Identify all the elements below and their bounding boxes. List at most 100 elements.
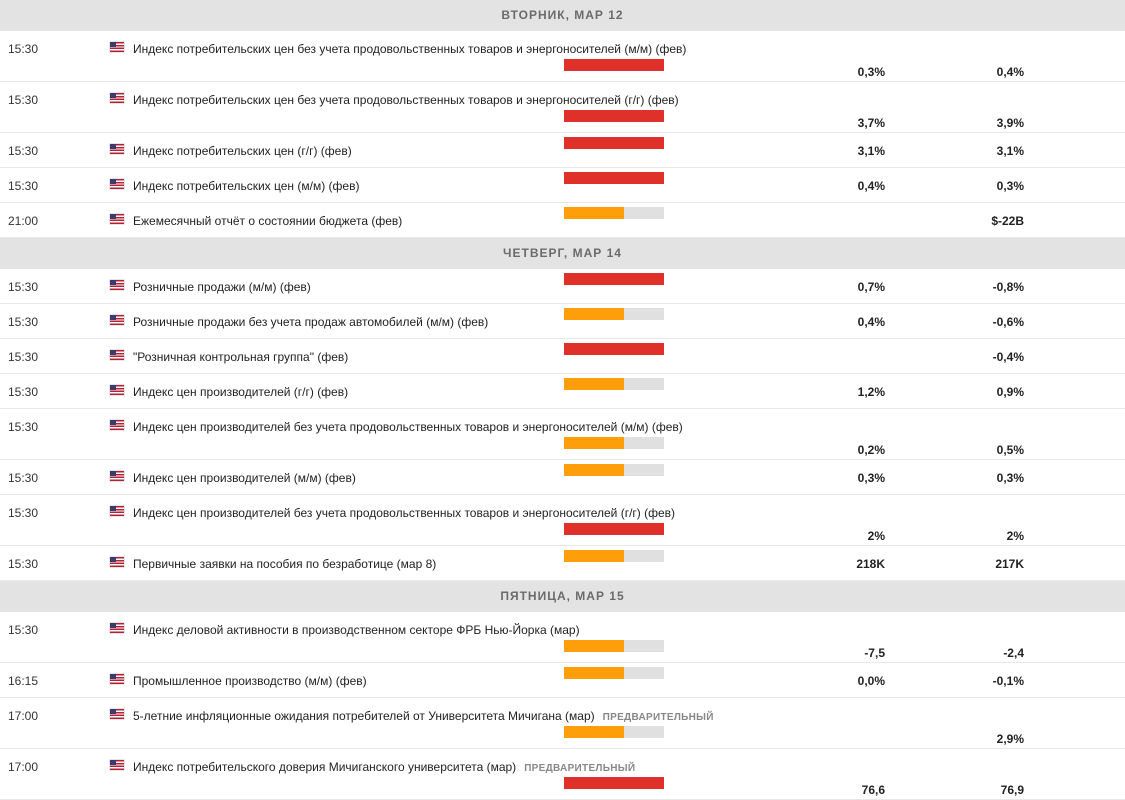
importance-fill bbox=[564, 207, 624, 219]
event-row[interactable]: 17:00 5-летние инфляционные ожидания потр… bbox=[0, 698, 1125, 749]
event-title[interactable]: Первичные заявки на пособия по безработи… bbox=[133, 557, 436, 571]
event-title-text[interactable]: Индекс потребительского доверия Мичиганс… bbox=[133, 760, 517, 774]
event-title-text[interactable]: Индекс деловой активности в производстве… bbox=[133, 623, 580, 637]
preliminary-badge: ПРЕДВАРИТЕЛЬНЫЙ bbox=[602, 712, 714, 723]
importance-bar bbox=[564, 523, 664, 535]
event-row[interactable]: 15:30 Индекс цен производителей без учета… bbox=[0, 495, 1125, 546]
event-title-text[interactable]: Индекс цен производителей (г/г) (фев) bbox=[133, 385, 349, 399]
forecast-value: 0,4% bbox=[996, 65, 1024, 79]
day-header: ЧЕТВЕРГ, МАР 14 bbox=[0, 238, 1125, 269]
event-title[interactable]: Индекс потребительских цен без учета про… bbox=[133, 42, 686, 56]
event-row[interactable]: 15:30 Индекс цен производителей без учета… bbox=[0, 409, 1125, 460]
actual-value: 0,4% bbox=[857, 179, 885, 193]
event-row[interactable]: 15:30 Индекс потребительских цен (г/г) (ф… bbox=[0, 133, 1125, 168]
us-flag-icon bbox=[110, 674, 124, 684]
importance-bar bbox=[564, 437, 664, 449]
forecast-value: 76,9 bbox=[1000, 783, 1024, 797]
event-title-text[interactable]: Индекс цен производителей без учета прод… bbox=[133, 506, 676, 520]
forecast-value: 0,9% bbox=[996, 385, 1024, 399]
actual-value: -7,5 bbox=[864, 646, 885, 660]
us-flag-icon bbox=[110, 42, 124, 52]
event-title-text[interactable]: 5-летние инфляционные ожидания потребите… bbox=[133, 709, 595, 723]
forecast-value: 2,9% bbox=[996, 732, 1024, 746]
event-row[interactable]: 15:30 "Розничная контрольная группа" (фев… bbox=[0, 339, 1125, 374]
event-time: 17:00 bbox=[8, 709, 39, 723]
event-title[interactable]: Индекс потребительских цен (м/м) (фев) bbox=[133, 179, 359, 193]
importance-fill bbox=[564, 273, 664, 285]
actual-value: 3,1% bbox=[857, 144, 885, 158]
importance-fill bbox=[564, 308, 624, 320]
event-row[interactable]: 15:30 Индекс потребительских цен (м/м) (ф… bbox=[0, 168, 1125, 203]
event-time: 16:15 bbox=[8, 674, 39, 688]
event-row[interactable]: 15:30 Розничные продажи (м/м) (фев) 0,7% -0… bbox=[0, 269, 1125, 304]
event-title[interactable]: "Розничная контрольная группа" (фев) bbox=[133, 350, 348, 364]
importance-bar bbox=[564, 59, 664, 71]
event-title[interactable]: Промышленное производство (м/м) (фев) bbox=[133, 674, 367, 688]
forecast-value: -0,8% bbox=[992, 280, 1024, 294]
importance-fill bbox=[564, 378, 624, 390]
forecast-value: $-22B bbox=[991, 214, 1024, 228]
event-title-text[interactable]: Розничные продажи (м/м) (фев) bbox=[133, 280, 311, 294]
event-title-text[interactable]: Промышленное производство (м/м) (фев) bbox=[133, 674, 367, 688]
event-title[interactable]: Индекс цен производителей без учета прод… bbox=[133, 506, 675, 520]
event-title-text[interactable]: Индекс потребительских цен без учета про… bbox=[133, 93, 679, 107]
event-title[interactable]: Индекс деловой активности в производстве… bbox=[133, 623, 580, 637]
importance-fill bbox=[564, 726, 624, 738]
event-row[interactable]: 15:30 Первичные заявки на пособия по безр… bbox=[0, 546, 1125, 581]
event-row[interactable]: 15:30 Индекс потребительских цен без учет… bbox=[0, 82, 1125, 133]
importance-fill bbox=[564, 59, 664, 71]
event-title-text[interactable]: Ежемесячный отчёт о состоянии бюджета (ф… bbox=[133, 214, 403, 228]
event-time: 21:00 bbox=[8, 214, 39, 228]
day-header: ПЯТНИЦА, МАР 15 bbox=[0, 581, 1125, 612]
event-title-text[interactable]: Розничные продажи без учета продаж автом… bbox=[133, 315, 489, 329]
event-title-text[interactable]: Индекс потребительских цен без учета про… bbox=[133, 42, 687, 56]
event-row[interactable]: 16:15 Промышленное производство (м/м) (фе… bbox=[0, 663, 1125, 698]
us-flag-icon bbox=[110, 385, 124, 395]
event-title[interactable]: Индекс потребительских цен без учета про… bbox=[133, 93, 679, 107]
event-title-text[interactable]: "Розничная контрольная группа" (фев) bbox=[133, 350, 349, 364]
us-flag-icon bbox=[110, 93, 124, 103]
event-title[interactable]: Розничные продажи (м/м) (фев) bbox=[133, 280, 311, 294]
us-flag-icon bbox=[110, 350, 124, 360]
us-flag-icon bbox=[110, 506, 124, 516]
event-title-text[interactable]: Первичные заявки на пособия по безработи… bbox=[133, 557, 437, 571]
event-row[interactable]: 15:30 Индекс цен производителей (м/м) (фе… bbox=[0, 460, 1125, 495]
us-flag-icon bbox=[110, 760, 124, 770]
event-title[interactable]: 5-летние инфляционные ожидания потребите… bbox=[133, 709, 714, 723]
event-row[interactable]: 15:30 Индекс деловой активности в произво… bbox=[0, 612, 1125, 663]
event-title-text[interactable]: Индекс цен производителей без учета прод… bbox=[133, 420, 683, 434]
actual-value: 0,3% bbox=[857, 65, 885, 79]
importance-bar bbox=[564, 550, 664, 562]
event-time: 15:30 bbox=[8, 623, 39, 637]
event-title[interactable]: Розничные продажи без учета продаж автом… bbox=[133, 315, 488, 329]
forecast-value: -0,4% bbox=[992, 350, 1024, 364]
us-flag-icon bbox=[110, 420, 124, 430]
event-row[interactable]: 15:30 Индекс цен производителей (г/г) (фе… bbox=[0, 374, 1125, 409]
actual-value: 1,2% bbox=[857, 385, 885, 399]
event-row[interactable]: 15:30 Индекс потребительских цен без учет… bbox=[0, 31, 1125, 82]
event-title[interactable]: Индекс цен производителей (м/м) (фев) bbox=[133, 471, 356, 485]
actual-value: 0,2% bbox=[857, 443, 885, 457]
forecast-value: 0,5% bbox=[996, 443, 1024, 457]
event-title[interactable]: Ежемесячный отчёт о состоянии бюджета (ф… bbox=[133, 214, 402, 228]
forecast-value: 3,9% bbox=[996, 116, 1024, 130]
event-time: 15:30 bbox=[8, 385, 39, 399]
event-title-text[interactable]: Индекс потребительских цен (м/м) (фев) bbox=[133, 179, 360, 193]
event-row[interactable]: 21:00 Ежемесячный отчёт о состоянии бюдже… bbox=[0, 203, 1125, 238]
importance-bar bbox=[564, 378, 664, 390]
importance-bar bbox=[564, 172, 664, 184]
event-title[interactable]: Индекс цен производителей без учета прод… bbox=[133, 420, 683, 434]
importance-bar bbox=[564, 110, 664, 122]
event-title[interactable]: Индекс потребительских цен (г/г) (фев) bbox=[133, 144, 352, 158]
event-row[interactable]: 15:30 Розничные продажи без учета продаж … bbox=[0, 304, 1125, 339]
event-title[interactable]: Индекс цен производителей (г/г) (фев) bbox=[133, 385, 348, 399]
event-row[interactable]: 17:00 Индекс потребительского доверия Мич… bbox=[0, 749, 1125, 800]
actual-value: 2% bbox=[867, 529, 885, 543]
event-title-text[interactable]: Индекс потребительских цен (г/г) (фев) bbox=[133, 144, 352, 158]
forecast-value: 2% bbox=[1006, 529, 1024, 543]
us-flag-icon bbox=[110, 315, 124, 325]
event-title-text[interactable]: Индекс цен производителей (м/м) (фев) bbox=[133, 471, 356, 485]
actual-value: 3,7% bbox=[857, 116, 885, 130]
event-title[interactable]: Индекс потребительского доверия Мичиганс… bbox=[133, 760, 635, 774]
forecast-value: -0,1% bbox=[992, 674, 1024, 688]
